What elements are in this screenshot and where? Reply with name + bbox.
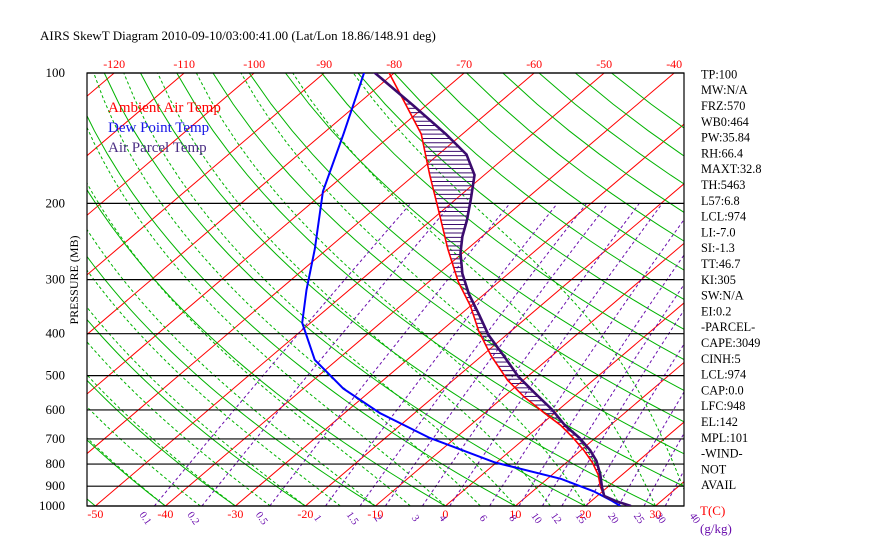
svg-text:NOT: NOT bbox=[701, 462, 727, 476]
svg-text:-120: -120 bbox=[103, 57, 125, 71]
svg-text:CAPE:3049: CAPE:3049 bbox=[701, 336, 760, 350]
svg-text:500: 500 bbox=[46, 368, 66, 383]
svg-text:CAP:0.0: CAP:0.0 bbox=[701, 383, 744, 397]
svg-text:MPL:101: MPL:101 bbox=[701, 431, 748, 445]
svg-text:MW:N/A: MW:N/A bbox=[701, 83, 748, 97]
svg-text:-40: -40 bbox=[666, 57, 682, 71]
svg-text:700: 700 bbox=[46, 431, 66, 446]
svg-text:1000: 1000 bbox=[39, 498, 65, 513]
svg-text:-70: -70 bbox=[456, 57, 472, 71]
svg-text:LI:-7.0: LI:-7.0 bbox=[701, 225, 736, 239]
svg-text:-110: -110 bbox=[173, 57, 195, 71]
svg-text:EL:142: EL:142 bbox=[701, 415, 738, 429]
svg-text:MAXT:32.8: MAXT:32.8 bbox=[701, 162, 762, 176]
svg-text:-50: -50 bbox=[87, 507, 103, 521]
svg-text:CINH:5: CINH:5 bbox=[701, 352, 741, 366]
svg-text:600: 600 bbox=[46, 402, 66, 417]
svg-text:100: 100 bbox=[46, 65, 66, 80]
svg-text:200: 200 bbox=[46, 195, 66, 210]
svg-text:400: 400 bbox=[46, 326, 66, 341]
svg-text:-PARCEL-: -PARCEL- bbox=[701, 320, 755, 334]
svg-text:PW:35.84: PW:35.84 bbox=[701, 131, 750, 145]
svg-text:800: 800 bbox=[46, 456, 66, 471]
svg-text:TT:46.7: TT:46.7 bbox=[701, 257, 740, 271]
svg-text:T(C): T(C) bbox=[700, 503, 725, 518]
svg-text:Dew Point Temp: Dew Point Temp bbox=[108, 120, 209, 136]
svg-text:SW:N/A: SW:N/A bbox=[701, 289, 744, 303]
svg-text:LCL:974: LCL:974 bbox=[701, 210, 746, 224]
svg-text:L57:6.8: L57:6.8 bbox=[701, 194, 740, 208]
svg-text:EI:0.2: EI:0.2 bbox=[701, 304, 731, 318]
svg-text:PRESSURE (MB): PRESSURE (MB) bbox=[67, 235, 81, 324]
svg-text:WB0:464: WB0:464 bbox=[701, 115, 749, 129]
svg-text:-50: -50 bbox=[596, 57, 612, 71]
svg-text:KI:305: KI:305 bbox=[701, 273, 736, 287]
svg-text:-30: -30 bbox=[227, 507, 243, 521]
svg-text:300: 300 bbox=[46, 272, 66, 287]
svg-text:FRZ:570: FRZ:570 bbox=[701, 99, 745, 113]
svg-text:AIRS SkewT Diagram 2010-09-10/: AIRS SkewT Diagram 2010-09-10/03:00:41.0… bbox=[40, 28, 436, 43]
svg-text:LFC:948: LFC:948 bbox=[701, 399, 745, 413]
svg-text:-40: -40 bbox=[157, 507, 173, 521]
svg-text:-100: -100 bbox=[243, 57, 265, 71]
svg-text:-80: -80 bbox=[386, 57, 402, 71]
svg-text:Ambient Air Temp: Ambient Air Temp bbox=[108, 100, 221, 116]
svg-text:Air Parcel Temp: Air Parcel Temp bbox=[108, 140, 207, 156]
svg-text:(g/kg): (g/kg) bbox=[700, 521, 732, 536]
svg-text:LCL:974: LCL:974 bbox=[701, 368, 746, 382]
svg-text:-90: -90 bbox=[316, 57, 332, 71]
svg-text:TP:100: TP:100 bbox=[701, 67, 737, 81]
svg-text:RH:66.4: RH:66.4 bbox=[701, 146, 743, 160]
svg-text:AVAIL: AVAIL bbox=[701, 478, 736, 492]
svg-text:900: 900 bbox=[46, 478, 66, 493]
svg-text:TH:5463: TH:5463 bbox=[701, 178, 745, 192]
svg-text:-WIND-: -WIND- bbox=[701, 447, 743, 461]
svg-text:SI:-1.3: SI:-1.3 bbox=[701, 241, 735, 255]
svg-text:-60: -60 bbox=[526, 57, 542, 71]
